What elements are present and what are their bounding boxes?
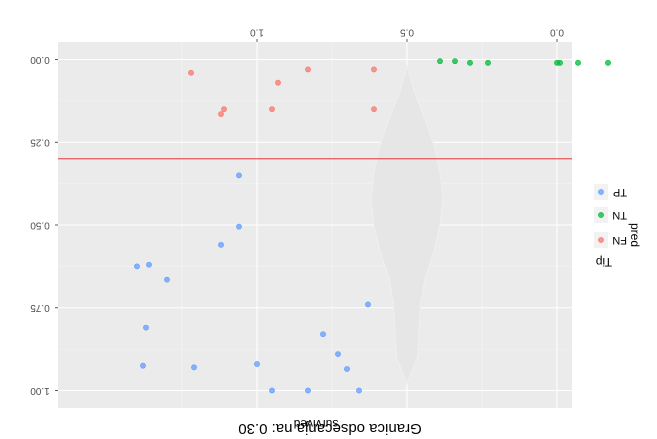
- data-points: [134, 58, 611, 394]
- point-tp-10: [254, 361, 260, 367]
- chart-title: Granica odsecanja na: 0.30: [238, 420, 421, 437]
- legend-label-tp: TP: [613, 186, 627, 198]
- y-tick-label-0: 0.00: [30, 54, 50, 65]
- y-axis-ticks: 0.00 0.25 0.50 0.75 1.00: [30, 54, 58, 396]
- y-tick-label-4: 1.00: [30, 385, 50, 396]
- y-tick-label-3: 0.75: [30, 302, 50, 313]
- point-tp-9: [335, 351, 341, 357]
- legend-keys: FN TN TP: [594, 184, 627, 248]
- point-tn-6: [452, 58, 458, 65]
- point-tp-11: [191, 364, 197, 371]
- point-tp-5: [164, 276, 170, 283]
- point-tp-1: [236, 223, 242, 230]
- point-fn-1: [305, 66, 311, 73]
- legend-key-tp: [598, 189, 604, 195]
- point-tn-1: [575, 59, 581, 66]
- point-fn-5: [269, 106, 275, 113]
- x-tick-label-1: 0.5: [400, 26, 414, 37]
- legend-label-tn: TN: [612, 209, 627, 221]
- point-tn-0: [605, 59, 611, 66]
- legend-title: Tip: [595, 255, 612, 269]
- y-axis-label: pred: [628, 223, 642, 247]
- y-tick-label-1: 0.25: [30, 137, 50, 148]
- x-axis-ticks: 0.0 0.5 1.0: [250, 26, 564, 42]
- point-tp-3: [146, 261, 152, 268]
- legend-key-tn: [598, 212, 604, 218]
- x-tick-label-2: 1.0: [250, 26, 264, 37]
- point-tn-5: [467, 59, 473, 66]
- point-tn-4: [485, 59, 491, 66]
- point-fn-4: [371, 106, 377, 113]
- point-tn-7: [437, 58, 443, 65]
- point-tp-7: [143, 324, 149, 331]
- x-tick-label-0: 0.0: [550, 26, 564, 37]
- point-tp-4: [134, 263, 140, 270]
- y-tick-label-2: 0.50: [30, 219, 50, 230]
- point-tp-15: [305, 387, 311, 394]
- point-tp-0: [236, 172, 242, 179]
- point-fn-7: [218, 111, 224, 118]
- point-tp-16: [269, 387, 275, 394]
- point-tp-6: [365, 301, 371, 308]
- point-fn-2: [188, 69, 194, 76]
- legend-label-fn: FN: [612, 234, 627, 246]
- point-tp-2: [218, 241, 224, 248]
- legend-key-fn: [598, 237, 604, 243]
- point-tn-3: [554, 59, 560, 66]
- point-tp-14: [356, 387, 362, 394]
- point-tp-13: [344, 366, 350, 372]
- point-fn-6: [221, 106, 227, 113]
- point-tp-12: [140, 362, 146, 369]
- legend: Tip FN TN TP: [594, 184, 627, 269]
- point-fn-3: [275, 79, 281, 86]
- point-fn-0: [371, 66, 377, 73]
- x-axis-label: survived: [294, 417, 339, 431]
- violin-shape: [370, 64, 444, 386]
- point-tp-8: [320, 331, 326, 338]
